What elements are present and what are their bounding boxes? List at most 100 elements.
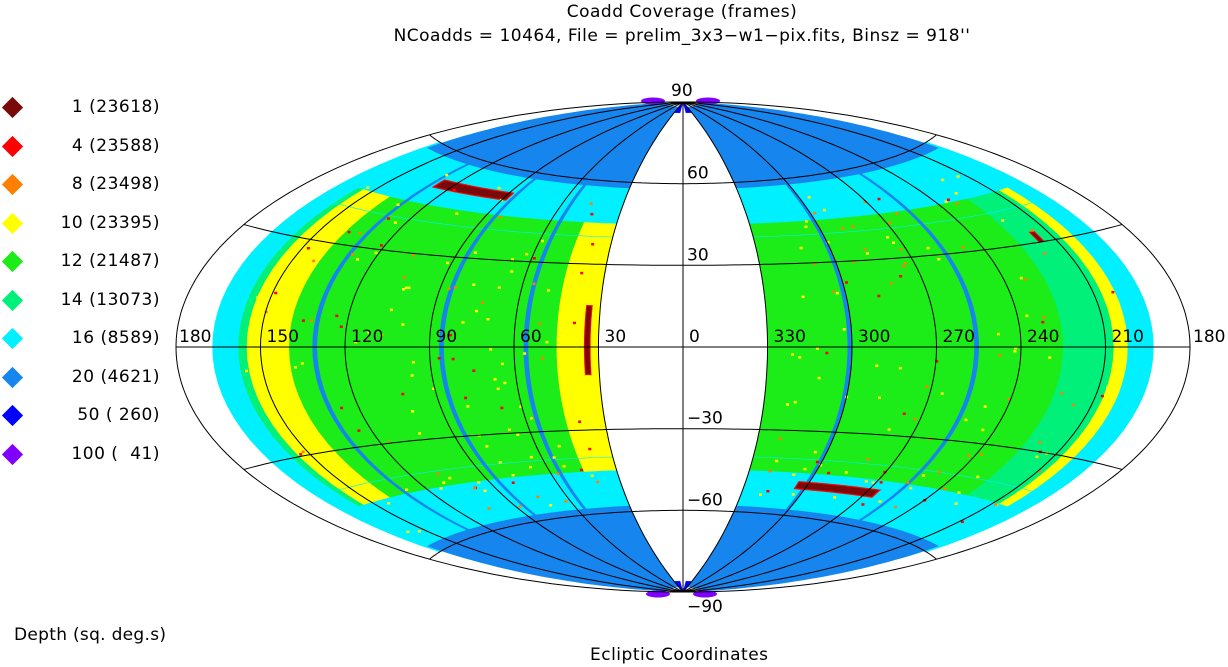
coverage-speck: [937, 258, 941, 261]
coverage-speck: [379, 244, 383, 247]
coverage-speck: [842, 328, 846, 331]
coverage-speck: [464, 396, 468, 400]
coverage-speck: [759, 493, 762, 496]
coverage-speck: [825, 351, 829, 355]
coverage-speck: [445, 173, 449, 177]
coverage-speck: [980, 453, 983, 456]
coverage-speck: [1025, 314, 1029, 318]
coverage-speck: [866, 458, 870, 461]
coverage-speck: [498, 216, 502, 219]
coverage-speck: [523, 352, 527, 355]
coverage-speck: [878, 500, 882, 503]
coverage-speck: [807, 196, 811, 199]
coverage-speck: [957, 491, 961, 494]
coverage-speck: [532, 282, 536, 285]
coverage-speck: [909, 486, 913, 490]
coverage-speck: [337, 475, 341, 479]
coverage-speck: [940, 392, 944, 395]
legend-label: 8 (23498): [60, 174, 160, 194]
coverage-speck: [851, 225, 855, 228]
coverage-speck: [913, 417, 917, 421]
coverage-speck: [799, 246, 803, 250]
coverage-speck: [485, 445, 489, 448]
coverage-speck: [510, 270, 514, 273]
coverage-speck: [437, 357, 441, 360]
coverage-speck: [798, 356, 802, 359]
chart-subtitle: NCoadds = 10464, File = prelim_3x3−w1−pi…: [393, 26, 971, 46]
coverage-speck: [803, 467, 807, 471]
coverage-speck: [405, 488, 409, 491]
coverage-speck: [387, 502, 391, 505]
coverage-band: [841, 162, 980, 532]
coverage-speck: [1048, 356, 1052, 359]
coverage-speck: [864, 480, 868, 483]
coverage-speck: [489, 348, 493, 351]
coverage-speck: [899, 248, 903, 251]
coverage-speck: [878, 396, 881, 399]
coverage-speck: [256, 296, 259, 299]
coverage-speck: [865, 252, 869, 255]
coverage-speck: [954, 502, 958, 505]
coverage-speck: [902, 412, 906, 415]
coverage-speck: [826, 241, 830, 244]
coverage-speck: [1024, 278, 1028, 281]
coverage-speck: [906, 481, 910, 484]
coverage-speck: [792, 473, 796, 476]
legend-label: 10 (23395): [54, 212, 160, 233]
coverage-speck: [374, 251, 378, 255]
coverage-speck: [944, 200, 948, 203]
coverage-speck: [1037, 470, 1041, 473]
lon-tick-label: 240: [1027, 327, 1059, 347]
coverage-speck: [845, 281, 848, 284]
coverage-speck: [580, 271, 584, 275]
coverage-speck: [983, 405, 987, 408]
parallel-line: [243, 428, 1123, 470]
coverage-speck: [804, 220, 808, 223]
coverage-speck: [879, 481, 883, 484]
coverage-speck: [1013, 350, 1017, 353]
coverage-speck: [946, 198, 950, 201]
coverage-speck: [590, 212, 594, 216]
coverage-speck: [819, 463, 823, 467]
coverage-speck: [316, 251, 320, 254]
coverage-speck: [389, 308, 393, 312]
coverage-speck: [903, 262, 907, 265]
lon-tick-label: 270: [943, 327, 975, 347]
coverage-speck: [893, 505, 897, 509]
coverage-speck: [1082, 442, 1086, 446]
parallel-line: [429, 134, 937, 185]
lon-tick-label: 180: [1193, 327, 1225, 347]
coverage-speck: [1106, 386, 1109, 389]
coverage-streak: [583, 305, 593, 376]
coverage-speck: [387, 217, 390, 220]
coverage-speck: [410, 374, 414, 377]
coverage-streak: [793, 481, 882, 498]
coverage-speck: [279, 283, 283, 286]
coverage-speck: [493, 378, 497, 381]
legend-label: 16 (8589): [66, 328, 160, 348]
coverage-speck: [503, 381, 507, 385]
legend-label: 1 (23618): [60, 97, 160, 117]
coverage-speck: [466, 405, 470, 408]
coverage-speck: [937, 470, 941, 474]
coverage-speck: [500, 406, 504, 410]
coverage-speck: [871, 481, 875, 484]
coverage-speck: [1030, 229, 1034, 232]
legend-label: 100 ( 41): [71, 443, 160, 464]
coverage-speck: [546, 289, 550, 292]
coverage-speck: [411, 254, 415, 257]
coverage-speck: [253, 370, 257, 374]
coverage-speck: [1041, 320, 1045, 324]
coverage-blob: [641, 97, 665, 105]
coverage-speck: [889, 282, 893, 285]
lon-tick-label: 330: [774, 327, 806, 347]
lat-tick-label: 30: [687, 245, 709, 265]
coverage-speck: [571, 265, 575, 268]
coverage-speck: [886, 236, 890, 239]
coverage-speck: [1001, 219, 1005, 222]
coverage-speck: [926, 246, 930, 250]
x-axis-label: Ecliptic Coordinates: [590, 645, 769, 665]
legend-label: 4 (23588): [60, 135, 160, 156]
coverage-speck: [473, 251, 477, 254]
coverage-speck: [557, 444, 561, 448]
